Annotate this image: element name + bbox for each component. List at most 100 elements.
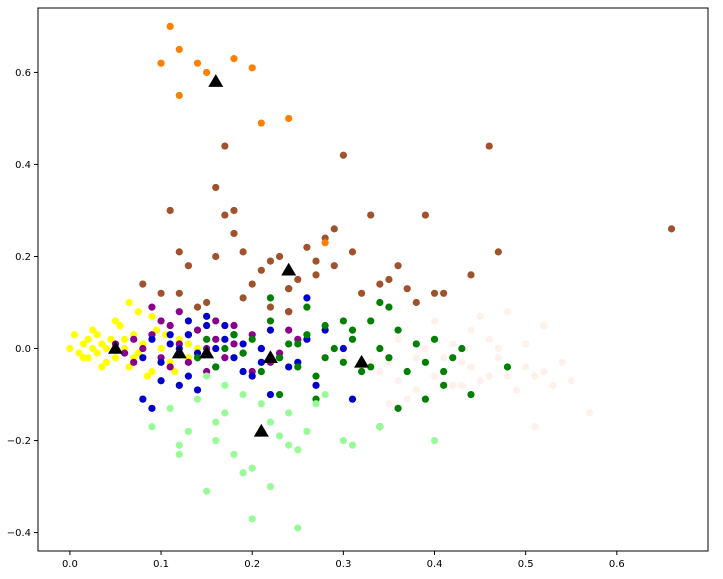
- data-point: [522, 363, 530, 371]
- data-point: [312, 257, 320, 265]
- data-point: [230, 55, 238, 63]
- data-point: [79, 354, 88, 362]
- data-point: [75, 349, 83, 357]
- data-point: [79, 340, 88, 348]
- data-point: [193, 326, 202, 334]
- data-point: [221, 335, 229, 343]
- data-point: [367, 363, 375, 371]
- data-point: [321, 354, 329, 362]
- data-point: [248, 280, 256, 288]
- data-point: [230, 340, 238, 348]
- data-point: [111, 317, 120, 325]
- data-point: [430, 289, 439, 297]
- data-point: [667, 225, 676, 233]
- data-point: [303, 243, 311, 251]
- data-point: [394, 377, 402, 385]
- data-point: [257, 266, 265, 274]
- data-point: [116, 321, 124, 330]
- data-point: [358, 367, 366, 376]
- data-point: [312, 271, 320, 279]
- data-point: [412, 298, 420, 307]
- data-point: [440, 367, 448, 376]
- data-point: [257, 367, 265, 376]
- data-point: [339, 317, 347, 325]
- data-point: [175, 308, 183, 316]
- data-point: [171, 367, 179, 376]
- data-point: [412, 354, 420, 362]
- data-point: [385, 303, 393, 311]
- data-point: [385, 354, 393, 362]
- x-tick-label: 0.1: [153, 559, 169, 570]
- x-tick-label: 0.0: [62, 559, 78, 570]
- data-point: [221, 344, 229, 353]
- data-point: [102, 358, 110, 366]
- data-point: [212, 252, 220, 261]
- data-point: [330, 344, 338, 353]
- data-point: [184, 262, 193, 270]
- data-point: [139, 344, 147, 353]
- data-point: [385, 400, 393, 408]
- centroid-marker: [107, 341, 123, 354]
- data-point: [148, 423, 156, 431]
- data-point: [70, 331, 79, 339]
- data-point: [330, 262, 338, 270]
- data-point: [476, 377, 484, 385]
- data-point: [467, 326, 475, 334]
- data-point: [266, 326, 275, 334]
- data-point: [212, 344, 220, 353]
- x-tick-label: 0.4: [427, 559, 443, 570]
- data-point: [157, 358, 165, 366]
- data-point: [248, 515, 256, 523]
- data-point: [303, 294, 311, 302]
- data-point: [175, 381, 183, 389]
- data-point: [193, 354, 202, 362]
- centroid-marker: [262, 350, 278, 363]
- data-point: [348, 335, 357, 343]
- data-point: [212, 183, 220, 192]
- data-point: [175, 441, 183, 449]
- y-tick-label: 0.4: [15, 160, 31, 171]
- data-point: [257, 400, 265, 408]
- data-point: [440, 381, 448, 389]
- data-point: [98, 340, 106, 348]
- data-point: [203, 321, 211, 330]
- data-point: [275, 390, 284, 399]
- data-point: [458, 344, 466, 353]
- data-point: [266, 390, 275, 399]
- data-point: [476, 312, 484, 320]
- y-tick-label: −0.4: [7, 528, 31, 539]
- data-point: [503, 372, 512, 380]
- y-tick-label: 0.0: [15, 344, 31, 355]
- data-point: [239, 349, 247, 357]
- data-point: [66, 344, 74, 353]
- data-point: [257, 358, 265, 366]
- data-point: [203, 298, 211, 307]
- data-point: [148, 303, 156, 311]
- data-point: [376, 367, 384, 376]
- data-point: [485, 372, 493, 380]
- data-point: [203, 372, 211, 380]
- data-point: [285, 326, 293, 334]
- data-point: [184, 358, 193, 366]
- x-tick-label: 0.6: [609, 559, 625, 570]
- data-point: [421, 344, 430, 353]
- data-point: [152, 326, 161, 334]
- data-point: [394, 404, 402, 412]
- data-point: [367, 211, 375, 219]
- data-point: [248, 335, 256, 343]
- data-point: [89, 344, 97, 353]
- data-point: [184, 340, 193, 348]
- data-point: [421, 358, 430, 366]
- data-point: [266, 482, 275, 491]
- data-point: [148, 335, 156, 343]
- data-point: [385, 275, 393, 284]
- data-point: [330, 225, 338, 233]
- data-point: [239, 367, 247, 376]
- data-point: [485, 142, 493, 150]
- data-point: [285, 441, 293, 449]
- data-point: [93, 331, 101, 339]
- data-point: [248, 372, 256, 380]
- data-point: [367, 317, 375, 325]
- centroid-marker: [253, 423, 269, 437]
- data-point: [148, 312, 156, 320]
